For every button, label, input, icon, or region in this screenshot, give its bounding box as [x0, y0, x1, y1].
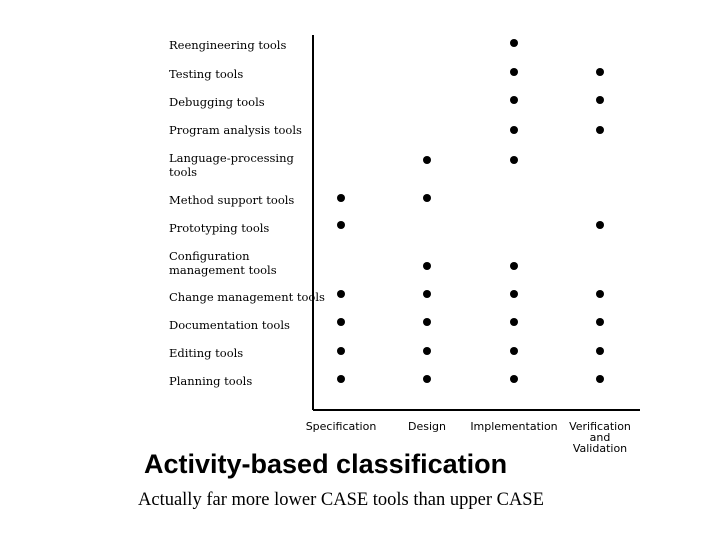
activity-dot: [337, 375, 345, 383]
tool-label: Program analysis tools: [169, 123, 302, 137]
activity-label: Specification: [305, 420, 377, 433]
activity-dot: [510, 68, 518, 76]
activity-dot: [337, 194, 345, 202]
activity-dot: [423, 375, 431, 383]
activity-dot: [337, 318, 345, 326]
tool-label: Planning tools: [169, 374, 253, 388]
tool-label: Configuration management tools: [169, 249, 277, 277]
activity-dot: [596, 290, 604, 298]
tool-label: Debugging tools: [169, 95, 265, 109]
activity-dot: [510, 126, 518, 134]
activity-dot: [337, 347, 345, 355]
activity-dot: [423, 318, 431, 326]
activity-dot: [510, 290, 518, 298]
activity-dot: [510, 375, 518, 383]
activity-dot: [423, 156, 431, 164]
activity-dot: [596, 375, 604, 383]
activity-dot: [510, 39, 518, 47]
activity-dot: [510, 262, 518, 270]
activity-dot: [423, 290, 431, 298]
activity-dot: [337, 221, 345, 229]
slide-title: Activity-based classification: [144, 449, 508, 479]
tool-label: Reengineering tools: [169, 38, 287, 52]
activity-dot: [510, 318, 518, 326]
activity-label: Design: [408, 420, 446, 433]
tool-label: Prototyping tools: [169, 221, 270, 235]
activity-dot: [510, 156, 518, 164]
chart-dots: [337, 39, 604, 383]
activity-dot: [423, 347, 431, 355]
activity-dot: [596, 126, 604, 134]
activity-dot: [510, 96, 518, 104]
activity-dot: [423, 194, 431, 202]
tool-label: Language-processing tools: [169, 151, 294, 179]
tool-label: Editing tools: [169, 346, 244, 360]
activity-dot: [337, 290, 345, 298]
activity-dot: [596, 68, 604, 76]
activity-dot: [596, 347, 604, 355]
tool-label: Testing tools: [169, 67, 244, 81]
activity-dot: [423, 262, 431, 270]
activity-dot: [510, 347, 518, 355]
activity-dot: [596, 318, 604, 326]
activity-label: Implementation: [470, 420, 558, 433]
slide-subtitle: Actually far more lower CASE tools than …: [138, 490, 544, 510]
tool-label: Change management tools: [169, 290, 325, 304]
activity-dot: [596, 96, 604, 104]
tool-label: Method support tools: [169, 193, 295, 207]
tool-label: Documentation tools: [169, 318, 290, 332]
activity-dot: [596, 221, 604, 229]
activity-label: Verification and Validation: [569, 420, 631, 455]
